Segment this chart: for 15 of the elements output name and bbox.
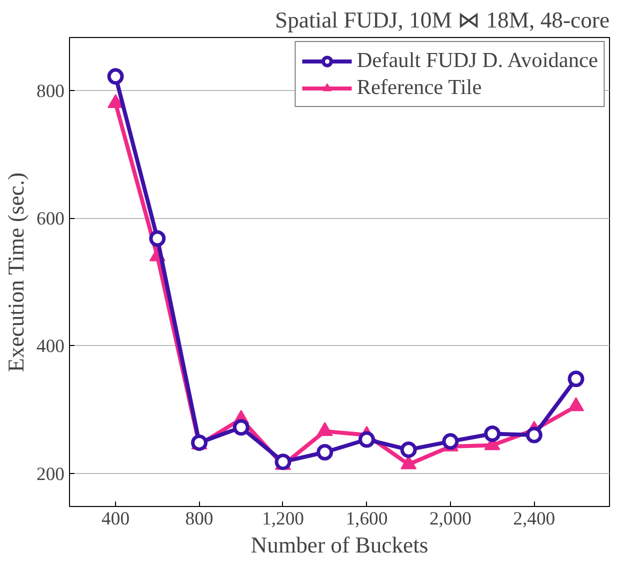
x-tick-label: 2,000	[429, 508, 472, 530]
y-tick-label: 400	[36, 336, 64, 358]
x-tick-label: 2,400	[513, 508, 556, 530]
x-axis-title: Number of Buckets	[250, 532, 428, 558]
x-tick-label: 800	[185, 508, 214, 530]
legend-label: Reference Tile	[356, 75, 482, 100]
y-tick-label: 800	[36, 80, 64, 102]
x-tick-label: 1,200	[262, 508, 304, 530]
y-tick-label: 200	[36, 464, 64, 485]
x-tick-label: 1,600	[346, 508, 388, 530]
x-tick-label: 400	[102, 508, 130, 530]
legend-label: Default FUDJ D. Avoidance	[356, 48, 598, 73]
chart-title: Spatial FUDJ, 10M ⋈ 18M, 48-core	[275, 8, 610, 32]
y-axis-title: Execution Time (sec.)	[4, 172, 29, 372]
y-tick-label: 600	[36, 208, 64, 230]
